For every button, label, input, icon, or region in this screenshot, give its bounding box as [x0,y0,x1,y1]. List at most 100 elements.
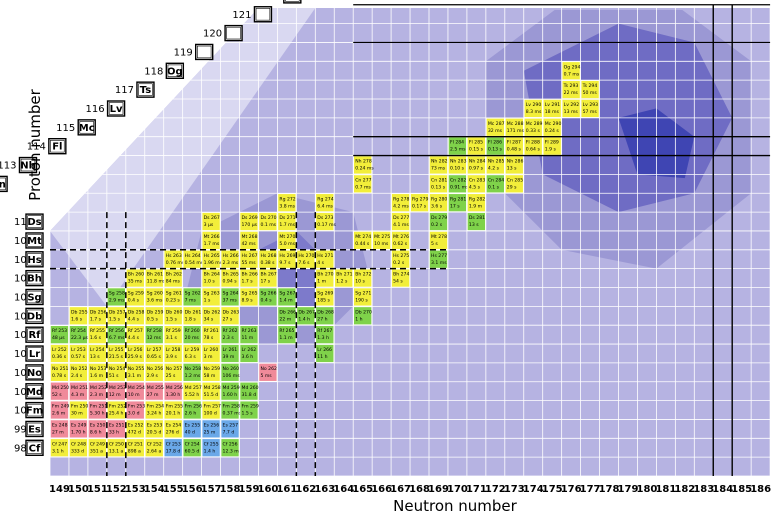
element-box [48,137,67,155]
nuclide-label: Lr 260 [204,347,219,353]
x-tick-label: 173 [504,484,525,495]
element-box [77,119,96,136]
nuclide-label: Lv 291 [545,102,561,108]
proton-number-label: 108 [14,255,33,266]
nuclide-label: Mc 288 [507,121,524,127]
x-tick-label: 156 [182,484,203,495]
element-symbol: Rf [28,330,41,341]
nuclide-cell-fill [144,400,164,420]
nuclide-half-life: 0.38 s [260,260,275,266]
x-axis-ticks: 1491501511521531541551561571581591601611… [49,484,771,495]
nuclide-cell-fill [163,438,183,457]
nuclide-label: Lr 255 [109,347,124,353]
proton-number-label: 103 [14,349,33,360]
nuclide-label: Lr 258 [166,347,181,353]
nuclide-label: Rf 257 [128,328,143,334]
nuclide-label: Rg 278 [393,196,409,202]
nuclide-label: Fl 289 [545,140,559,146]
nuclide-cell-fill [220,400,240,420]
nuclide-half-life: 2.4 s [71,373,83,379]
nuclide-half-life: 2.5 ms [450,147,466,153]
element-box-inner [50,140,65,153]
nuclide-label: Fl 287 [507,140,521,146]
nuclide-label: Ts 294 [582,83,598,89]
nuclide-half-life: 3.1 m [128,373,142,379]
nuclide-label: Ds 281 [469,215,485,221]
nuclide-half-life: 171 ms [507,128,525,134]
nuclide-label: Fm 255 [166,404,183,410]
nuclide-half-life: 10 s [355,279,365,285]
element-box [18,156,38,174]
nuclide-cell-fill [258,212,278,231]
nuclide-cell-fill [88,419,107,439]
nuclide-label: Mt 275 [374,234,390,240]
nuclide-half-life: 0.4 s [260,298,272,304]
nuclide-half-life: 0.54 ms [185,260,204,266]
nuclide-half-life: 39 m [223,354,235,360]
nuclide-label: Sg 269 [317,291,333,297]
proton-number-label: 104 [14,330,33,341]
nuclide-label: Md 251 [71,385,88,391]
nuclide-label: Hs 271 [317,253,333,259]
nuclide-label: No 252 [71,366,88,372]
nuclide-cell-fill [201,325,221,344]
nuclide-label: Sg 260 [147,291,163,297]
nuclide-half-life: 42 ms [242,241,257,247]
nuclide-label: Es 255 [185,422,201,428]
nuclide-half-life: 51 s [109,373,119,379]
nuclide-half-life: 25.9 s [128,354,143,360]
nuclide-label: Cf 255 [204,441,219,447]
nuclide-cell-fill [50,325,69,344]
nuclide-cell-fill [69,400,88,420]
nuclide-label: Rf 267 [317,328,332,334]
nuclide-label: No 262 [260,366,277,372]
nuclide-half-life: 0.78 s [52,373,67,379]
nuclide-half-life: 34 s [204,316,214,322]
element-label: 112Cn [0,175,8,193]
nuclide-label: Lr 257 [147,347,162,353]
nuclide-cell-fill [201,212,221,231]
nuclide-half-life: 30 m [71,411,83,417]
nuclide-half-life: 0.5 s [147,316,159,322]
nuclide-label: Md 257 [185,385,202,391]
element-symbol: Mt [27,236,42,247]
nuclide-label: Cf 250 [109,441,124,447]
nuclide-label: Rf 255 [90,328,105,334]
nuclide-label: Bh 260 [128,272,144,278]
nuclide-label: Nh 283 [450,159,467,165]
element-symbol: Sg [27,293,41,304]
proton-number-label: 98 [14,443,27,454]
proton-number-label: 119 [174,47,193,58]
nuclide-cell-fill [144,344,164,363]
element-symbol: Mc [79,123,95,134]
x-tick-label: 168 [409,484,430,495]
nuclide-cell-fill [126,419,145,439]
